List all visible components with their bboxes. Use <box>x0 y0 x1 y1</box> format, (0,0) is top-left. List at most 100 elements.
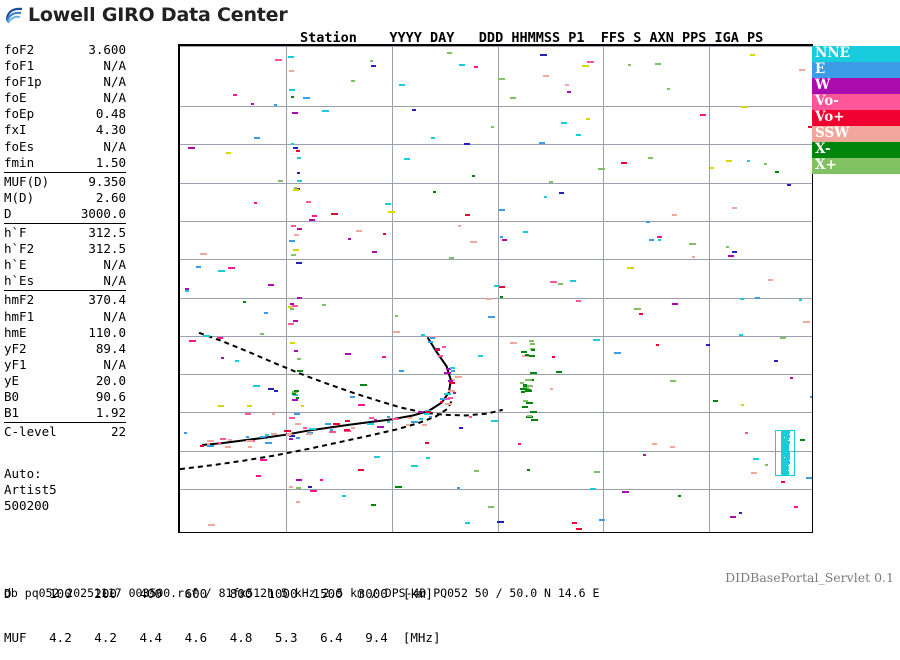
echo-speckle <box>710 167 715 170</box>
echo-speckle <box>442 346 447 349</box>
echo-speckle <box>217 269 225 272</box>
echo-speckle <box>496 520 504 523</box>
echo-speckle <box>437 355 443 358</box>
echo-speckle <box>399 370 405 373</box>
echo-speckle-nne <box>781 455 785 459</box>
echo-speckle-nne <box>781 438 786 442</box>
legend-item-label: W <box>815 77 831 93</box>
echo-speckle <box>264 312 269 315</box>
echo-speckle <box>809 396 812 399</box>
echo-speckle <box>342 494 347 497</box>
echo-speckle <box>321 109 329 112</box>
echo-speckle <box>293 349 298 352</box>
echo-speckle-nne <box>781 445 787 449</box>
echo-speckle <box>289 417 296 420</box>
echo-speckle <box>303 96 311 99</box>
echo-speckle <box>488 505 495 508</box>
echo-speckle <box>287 432 293 435</box>
param-row-h-es: h`Es N/A <box>4 273 126 289</box>
echo-speckle <box>614 352 622 355</box>
echo-speckle <box>428 340 434 343</box>
echo-speckle <box>491 420 499 423</box>
echo-speckle <box>764 162 768 165</box>
echo-speckle <box>677 495 681 498</box>
giro-swirl-icon <box>4 6 26 24</box>
echo-speckle <box>440 401 444 404</box>
echo-speckle <box>288 306 293 309</box>
legend-item-vo[interactable]: Vo- <box>812 94 900 110</box>
param-key: yE <box>4 372 20 388</box>
echo-speckle <box>325 423 332 426</box>
echo-speckle <box>220 357 224 360</box>
echo-speckle <box>368 416 374 419</box>
echo-speckle <box>371 64 377 67</box>
echo-speckle <box>576 527 583 530</box>
echo-speckle <box>243 301 247 304</box>
echo-speckle <box>444 402 452 405</box>
echo-speckle <box>347 237 351 240</box>
echo-speckle <box>549 387 553 390</box>
echo-speckle <box>473 65 478 68</box>
param-key: foF1p <box>4 74 42 90</box>
echo-speckle <box>295 397 299 400</box>
echo-speckle <box>301 405 305 408</box>
echo-speckle <box>290 303 295 305</box>
echo-speckle <box>478 354 484 357</box>
echo-speckle <box>527 389 532 392</box>
param-row-foep: foEp 0.48 <box>4 106 126 122</box>
ionogram-plot[interactable]: 2003004005006007008009001000110012001357… <box>178 44 813 533</box>
station-header-columns: Station YYYY DAY DDD HHMMSS P1 FFS S AXN… <box>300 30 764 46</box>
param-key: foEp <box>4 106 35 122</box>
param-key: M(D) <box>4 189 35 205</box>
echo-speckle <box>530 342 536 345</box>
legend-item-e[interactable]: E <box>812 62 900 78</box>
legend-item-nne[interactable]: NNE <box>812 46 900 62</box>
x-axis-tick <box>391 532 393 533</box>
echo-speckle <box>649 238 655 241</box>
param-value: 2.60 <box>95 189 126 205</box>
echo-speckle-nne <box>781 451 787 455</box>
echo-speckle <box>217 337 224 340</box>
echo-speckle <box>670 445 676 448</box>
gridline-horizontal <box>180 489 812 491</box>
echo-speckle-nne <box>785 454 790 458</box>
legend-item-x[interactable]: X+ <box>812 158 900 174</box>
echo-speckle <box>799 69 806 72</box>
param-value: 3.600 <box>88 42 126 57</box>
echo-speckle <box>288 88 295 91</box>
echo-speckle <box>526 384 533 387</box>
echo-speckle <box>297 171 301 174</box>
echo-speckle <box>382 233 386 236</box>
echo-speckle-nne <box>785 472 790 476</box>
gridline-horizontal <box>180 220 812 222</box>
echo-speckle <box>530 372 538 375</box>
echo-speckle <box>452 378 456 381</box>
echo-speckle <box>811 106 812 109</box>
param-key: yF1 <box>4 356 27 372</box>
echo-speckle <box>405 423 410 426</box>
legend-item-vo[interactable]: Vo+ <box>812 110 900 126</box>
echo-speckle <box>755 296 761 299</box>
param-key: B0 <box>4 388 20 404</box>
echo-speckle <box>288 434 295 437</box>
echo-speckle-nne <box>785 440 789 444</box>
echo-speckle <box>655 63 662 66</box>
polarization-legend: NNE E W Vo- Vo+ SSW X- X+ <box>812 46 900 174</box>
echo-speckle <box>500 235 504 238</box>
echo-speckle <box>302 427 307 430</box>
gridline-horizontal <box>180 46 812 47</box>
legend-item-x[interactable]: X- <box>812 142 900 158</box>
param-key: foF1 <box>4 58 35 74</box>
echo-speckle <box>195 266 201 269</box>
echo-speckle <box>207 444 215 447</box>
legend-item-w[interactable]: W <box>812 78 900 94</box>
echo-speckle <box>509 341 517 344</box>
echo-speckle <box>449 381 456 384</box>
echo-speckle <box>740 105 748 108</box>
echo-speckle <box>206 440 214 442</box>
legend-item-label: X- <box>815 141 831 157</box>
legend-item-ssw[interactable]: SSW <box>812 126 900 142</box>
echo-speckle <box>350 80 355 83</box>
echo-speckle <box>411 465 419 468</box>
echo-speckle <box>494 284 501 287</box>
